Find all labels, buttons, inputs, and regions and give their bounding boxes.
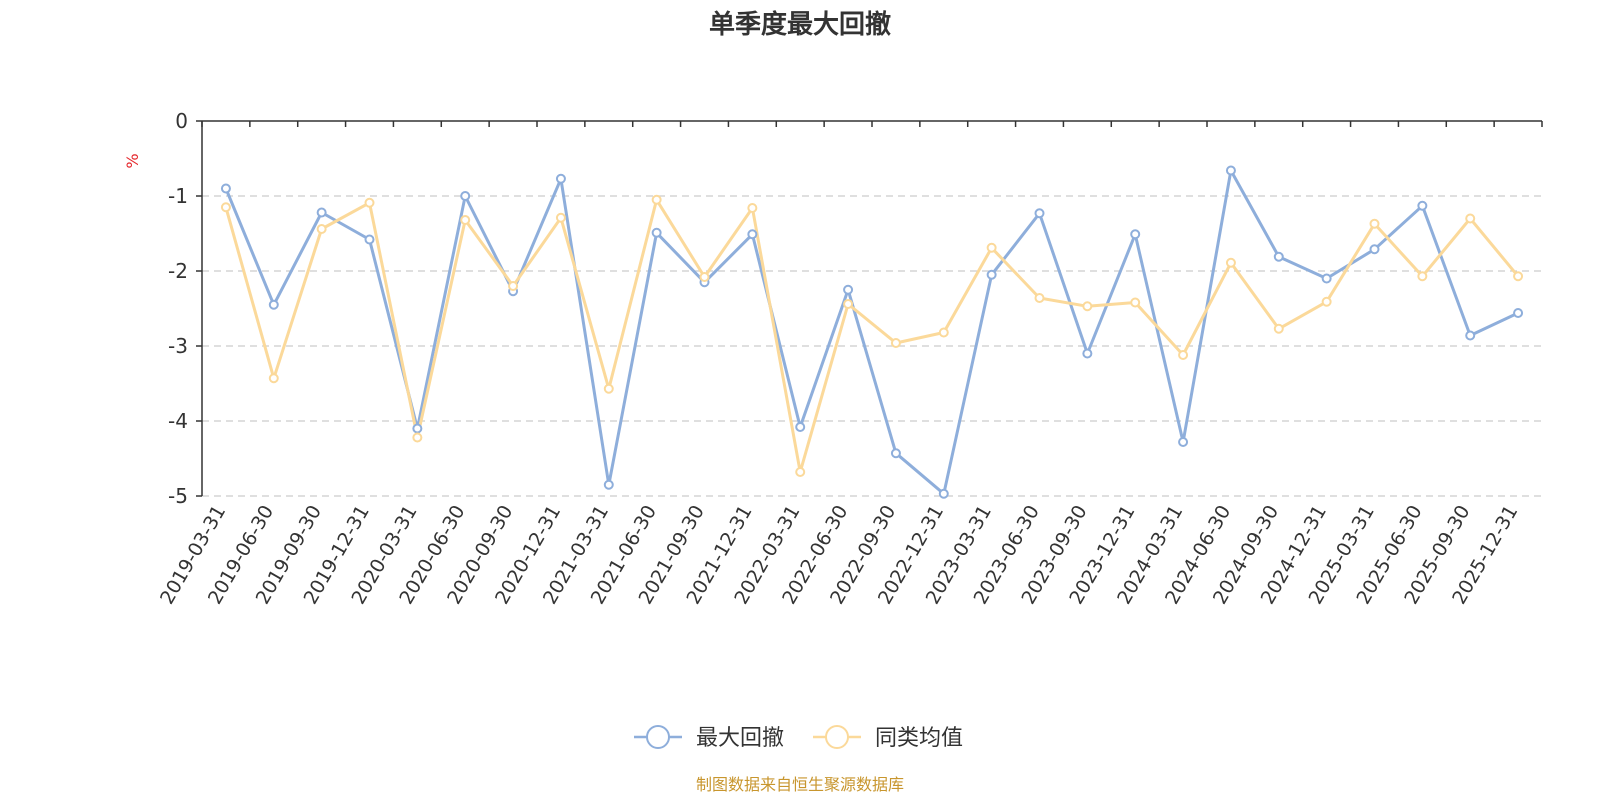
data-point-series-1 [412, 423, 423, 434]
series-lines [220, 165, 1524, 499]
y-tick-label: -5 [168, 484, 188, 508]
x-tick-labels: 2019-03-312019-06-302019-09-302019-12-31… [156, 501, 1522, 608]
data-point-series-1 [1465, 330, 1476, 341]
series-line-2 [224, 198, 1520, 474]
data-point-series-1 [1178, 437, 1189, 447]
source-note: 制图数据来自恒生聚源数据库 [696, 775, 904, 794]
data-point-series-1 [843, 284, 854, 295]
data-point-series-2 [555, 212, 566, 223]
axes [196, 120, 1543, 497]
legend-item-2[interactable]: 同类均值 [813, 725, 963, 751]
data-point-series-1 [651, 227, 662, 238]
data-point-series-2 [986, 242, 997, 253]
data-point-series-2 [1034, 293, 1045, 303]
data-point-series-2 [843, 299, 854, 309]
legend[interactable]: 最大回撤 同类均值 [634, 725, 963, 751]
y-tick-label: -4 [168, 409, 188, 433]
data-point-series-1 [938, 488, 949, 499]
data-point-series-2 [1321, 296, 1332, 307]
data-point-series-2 [412, 432, 423, 443]
y-axis-unit-label: % [123, 153, 142, 168]
data-point-series-1 [555, 173, 566, 184]
data-point-series-2 [460, 215, 471, 225]
data-point-series-1 [316, 207, 327, 218]
grid-lines [202, 195, 1542, 497]
data-point-series-1 [460, 191, 471, 201]
data-point-series-2 [364, 197, 375, 208]
data-point-series-1 [1321, 273, 1332, 284]
data-point-series-2 [938, 327, 949, 338]
data-point-series-1 [795, 422, 806, 432]
data-point-series-1 [1130, 229, 1141, 240]
data-point-series-1 [986, 269, 997, 280]
data-point-series-1 [890, 448, 901, 459]
data-point-series-2 [508, 281, 519, 291]
data-point-series-2 [795, 467, 806, 477]
data-point-series-2 [699, 272, 710, 282]
data-point-series-2 [220, 202, 231, 213]
y-tick-label: -1 [168, 184, 188, 208]
data-point-series-1 [747, 229, 758, 240]
data-point-series-2 [316, 224, 327, 234]
y-tick-label: -2 [168, 259, 188, 283]
legend-label: 同类均值 [875, 726, 963, 751]
legend-item-1[interactable]: 最大回撤 [634, 725, 784, 751]
data-point-series-2 [1130, 297, 1141, 308]
data-point-series-1 [1273, 251, 1284, 262]
y-tick-label: -3 [168, 334, 188, 358]
data-point-series-2 [1273, 323, 1284, 334]
data-point-series-1 [1513, 308, 1524, 318]
data-point-series-2 [1513, 271, 1524, 282]
data-point-series-1 [1225, 165, 1236, 176]
legend-label: 最大回撤 [696, 726, 784, 751]
data-point-series-1 [1417, 200, 1428, 211]
data-point-series-2 [1369, 218, 1380, 229]
data-point-series-1 [1082, 348, 1093, 359]
data-point-series-2 [747, 203, 758, 213]
data-point-series-2 [268, 373, 279, 384]
data-point-series-1 [364, 234, 375, 245]
data-point-series-2 [651, 194, 662, 205]
chart-title: 单季度最大回撤 [709, 9, 891, 40]
legend-marker [825, 725, 849, 749]
data-point-series-2 [603, 383, 614, 394]
data-point-series-1 [1369, 244, 1380, 255]
y-tick-label: 0 [175, 109, 188, 133]
legend-marker [646, 725, 670, 749]
data-point-series-2 [1178, 350, 1189, 360]
series-line-1 [224, 169, 1519, 496]
data-point-series-2 [1417, 271, 1428, 282]
data-point-series-2 [1465, 213, 1476, 224]
data-point-series-1 [603, 479, 614, 490]
data-point-series-2 [890, 338, 901, 348]
data-point-series-1 [1034, 208, 1045, 219]
data-point-series-2 [1225, 257, 1236, 268]
data-point-series-2 [1082, 301, 1093, 312]
data-point-series-1 [220, 183, 231, 194]
data-point-series-1 [268, 299, 279, 310]
y-tick-labels: 0 -1 -2 -3 -4 -5 [168, 109, 188, 508]
